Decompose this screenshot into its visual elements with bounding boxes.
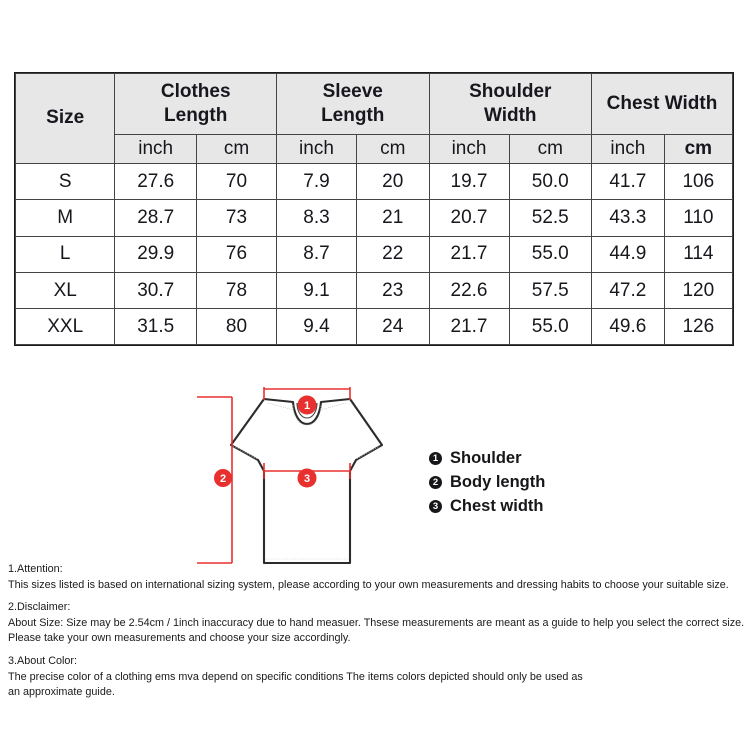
svg-text:2: 2 [220, 473, 226, 485]
svg-text:1: 1 [304, 400, 310, 412]
svg-text:3: 3 [304, 473, 310, 485]
